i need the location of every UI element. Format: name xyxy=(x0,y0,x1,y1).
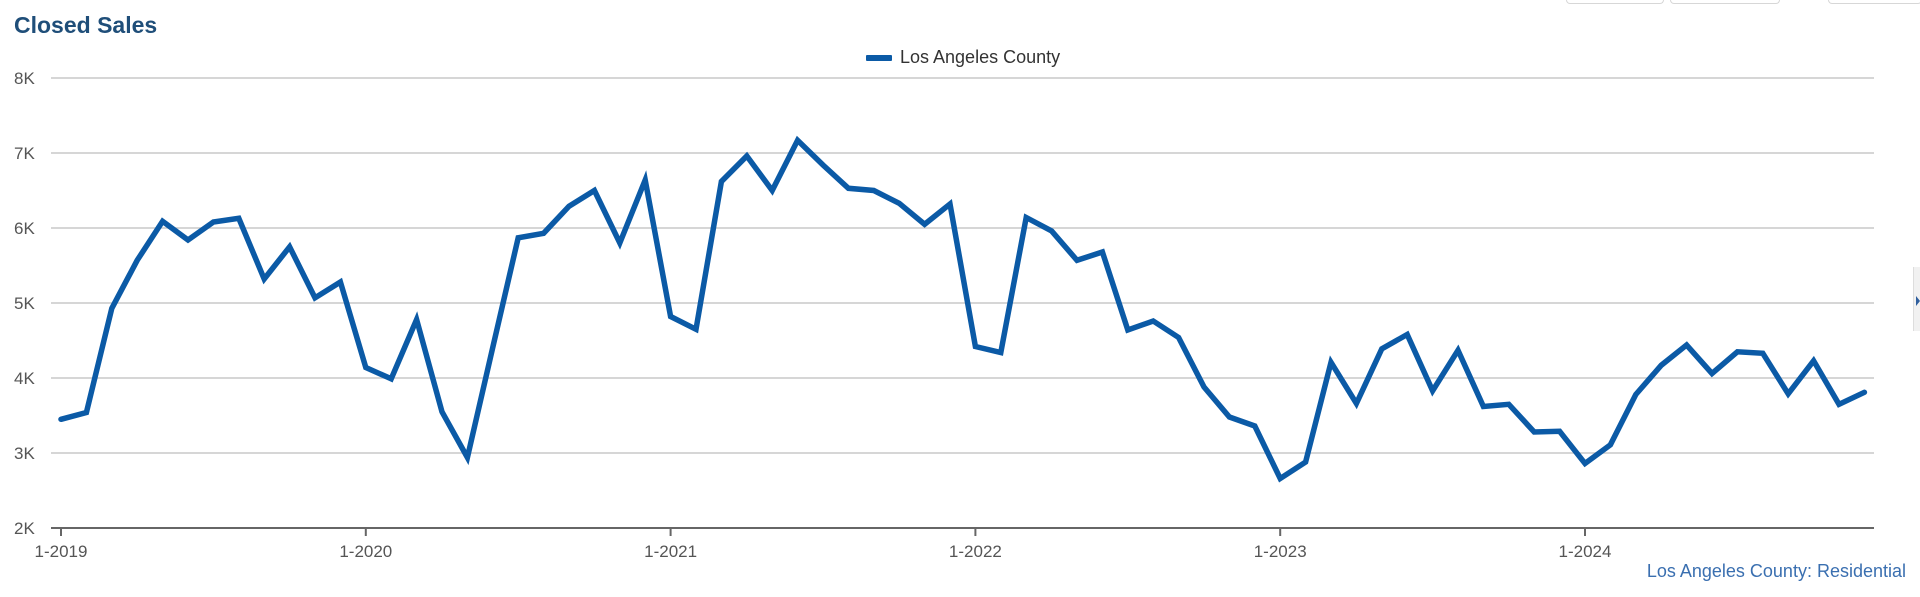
x-tick-label: 1-2021 xyxy=(644,542,697,561)
x-tick-label: 1-2022 xyxy=(949,542,1002,561)
chevron-right-icon xyxy=(1916,296,1920,306)
y-tick-label: 2K xyxy=(14,519,35,538)
legend-swatch xyxy=(866,54,892,61)
legend-label: Los Angeles County xyxy=(900,47,1061,67)
y-tick-label: 3K xyxy=(14,444,35,463)
chart-title: Closed Sales xyxy=(14,12,158,38)
y-tick-label: 6K xyxy=(14,219,35,238)
y-tick-label: 7K xyxy=(14,144,35,163)
x-tick-label: 1-2020 xyxy=(339,542,392,561)
chart-caption: Los Angeles County: Residential xyxy=(1646,561,1906,581)
x-tick-label: 1-2019 xyxy=(35,542,88,561)
legend[interactable]: Los Angeles County xyxy=(866,47,1060,68)
y-tick-label: 5K xyxy=(14,294,35,313)
toolbar-button-3[interactable] xyxy=(1828,0,1920,4)
x-tick-label: 1-2023 xyxy=(1254,542,1307,561)
y-tick-label: 8K xyxy=(14,69,35,88)
series-line-los-angeles-county[interactable] xyxy=(58,135,1868,483)
y-tick-label: 4K xyxy=(14,369,35,388)
x-tick-label: 1-2024 xyxy=(1559,542,1612,561)
